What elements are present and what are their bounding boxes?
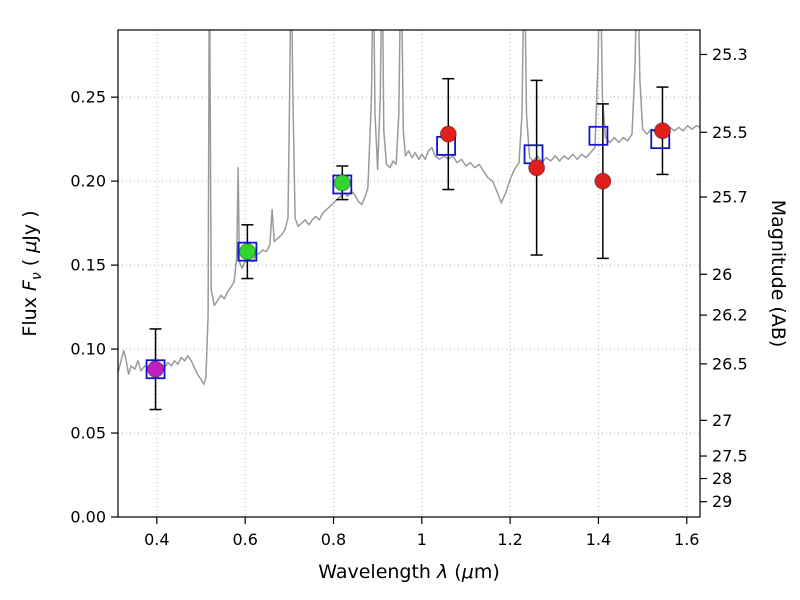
x-tick-label: 1 [417, 530, 427, 549]
y2-tick-label: 25.5 [712, 123, 748, 142]
y2-tick-label: 28 [712, 469, 732, 488]
axis-ticks [111, 53, 707, 524]
y2-axis-label: Magnitude (AB) [767, 200, 789, 348]
y-tick-label: 0.05 [70, 424, 106, 443]
observed-infrared-point [439, 125, 457, 143]
x-axis-label: Wavelength λ (μm) [318, 561, 499, 583]
axis-tick-labels: 0.4 0.6 0.8 1 1.2 1.4 1.6 0.00 0.05 0.10 0.15 0.20 0… [70, 45, 747, 549]
x-tick-label: 1.2 [497, 530, 522, 549]
observed-infrared-point [528, 159, 546, 177]
x-tick-label: 1.4 [586, 530, 611, 549]
plot-frame [117, 29, 701, 518]
y2-tick-label: 27 [712, 411, 732, 430]
model-photometry-point [588, 125, 609, 146]
y-tick-label: 0.25 [70, 88, 106, 107]
y2-tick-label: 26.5 [712, 354, 748, 373]
observed-photometry-markers [147, 122, 671, 378]
observed-optical-point [238, 243, 256, 261]
y-tick-label: 0.15 [70, 256, 106, 275]
y-tick-label: 0.20 [70, 172, 106, 191]
y-axis-label: Flux Fν ( μJy ) [19, 210, 45, 336]
y2-tick-label: 29 [712, 492, 732, 511]
observed-infrared-point [653, 122, 671, 140]
x-tick-label: 0.4 [144, 530, 169, 549]
y-tick-label: 0.00 [70, 508, 106, 527]
y2-tick-label: 27.5 [712, 447, 748, 466]
y-tick-label: 0.10 [70, 340, 106, 359]
model-photometry-point [145, 359, 166, 380]
x-tick-label: 0.6 [232, 530, 257, 549]
y2-tick-label: 26.2 [712, 306, 748, 325]
model-spectrum-line [118, 30, 700, 386]
observed-infrared-point [594, 172, 612, 190]
x-tick-label: 0.8 [321, 530, 346, 549]
y2-tick-label: 25.3 [712, 45, 748, 64]
observed-optical-point [333, 174, 351, 192]
y2-tick-label: 25.7 [712, 188, 748, 207]
y2-tick-label: 26 [712, 265, 732, 284]
model-photometry-point [237, 241, 258, 262]
observed-uv-point [147, 360, 165, 378]
x-tick-label: 1.6 [674, 530, 699, 549]
